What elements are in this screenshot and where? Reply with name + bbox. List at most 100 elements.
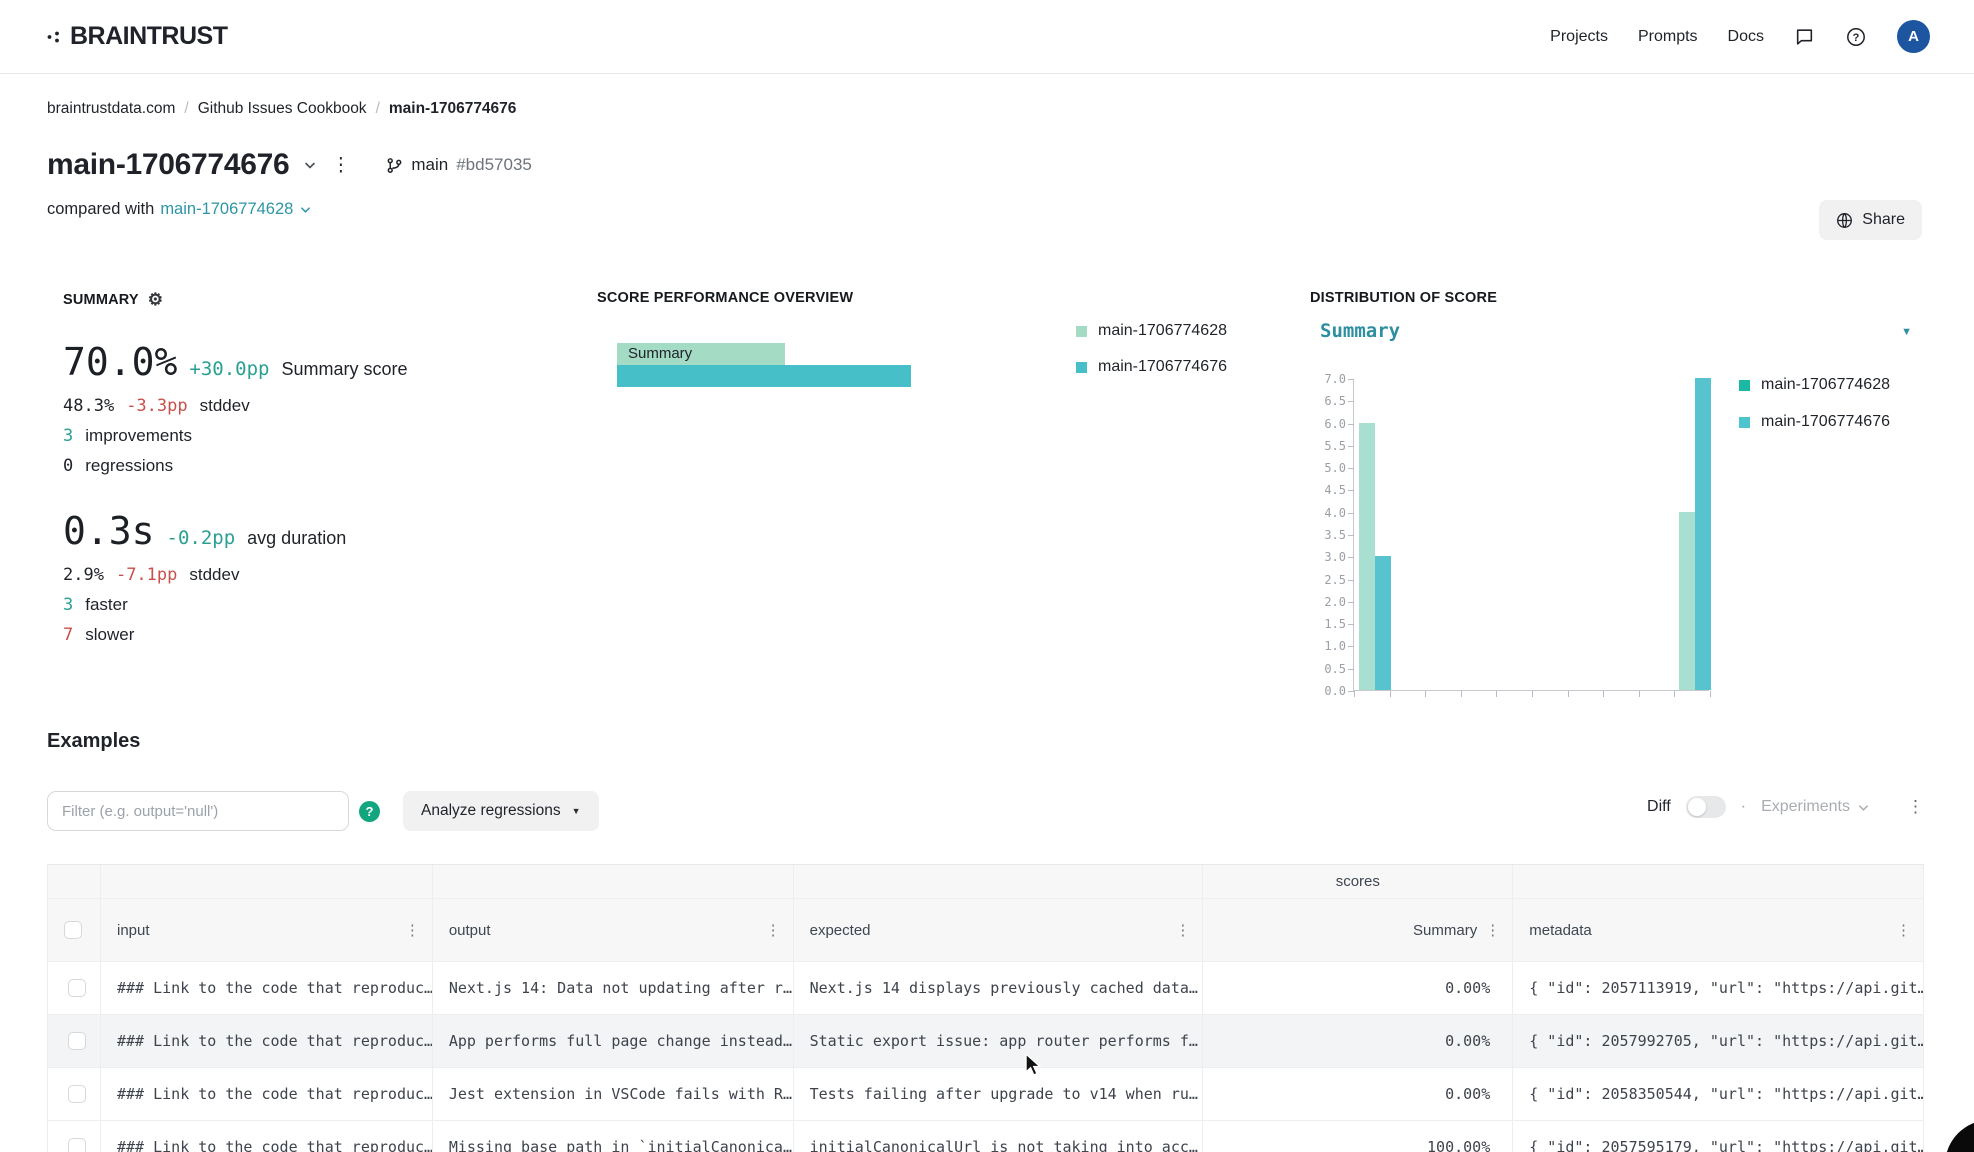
- row-checkbox[interactable]: [67, 1032, 86, 1050]
- duration-stddev-delta: -7.1pp: [115, 565, 178, 585]
- title-row: main-1706774676 ⋮ main #bd57035: [47, 148, 532, 182]
- row-checkbox[interactable]: [67, 1138, 86, 1152]
- column-menu-icon[interactable]: ⋮: [1485, 922, 1501, 939]
- histogram-bar[interactable]: [1374, 556, 1391, 690]
- column-menu-icon[interactable]: ⋮: [404, 922, 420, 939]
- feedback-chat-icon[interactable]: [1794, 26, 1815, 47]
- examples-table: scores input ⋮ output ⋮ expected ⋮ Summa…: [47, 864, 1925, 1152]
- title-chevron-down-icon[interactable]: [303, 158, 317, 172]
- legend-label: main-1706774676: [1098, 358, 1227, 375]
- cell-input[interactable]: ### Link to the code that reproduc…: [101, 962, 433, 1014]
- cell-input[interactable]: ### Link to the code that reproduc…: [101, 1068, 433, 1120]
- summary-panel: SUMMARY ⚙ 70.0% +30.0pp Summary score 48…: [63, 290, 543, 650]
- cell-metadata[interactable]: { "id": 2057595179, "url": "https://api.…: [1513, 1121, 1925, 1152]
- analyze-regressions-label: Analyze regressions: [421, 802, 561, 819]
- globe-icon: [1837, 212, 1853, 228]
- analyze-regressions-button[interactable]: Analyze regressions ▼: [403, 791, 599, 831]
- histogram-bar[interactable]: [1678, 511, 1695, 690]
- duration-label: avg duration: [247, 528, 347, 548]
- nav-link-projects[interactable]: Projects: [1550, 27, 1608, 45]
- column-header-input[interactable]: input: [116, 921, 150, 939]
- compared-with-chevron-icon[interactable]: [299, 203, 312, 216]
- nav-link-prompts[interactable]: Prompts: [1637, 27, 1698, 45]
- cell-score[interactable]: 0.00%: [1203, 962, 1514, 1014]
- compared-with-experiment[interactable]: main-1706774628: [160, 200, 294, 218]
- filter-help-icon[interactable]: ?: [359, 801, 380, 822]
- breadcrumb-project[interactable]: Github Issues Cookbook: [197, 100, 367, 117]
- column-menu-icon[interactable]: ⋮: [1175, 922, 1191, 939]
- score-bar-main-1706774676[interactable]: [617, 365, 911, 387]
- cell-metadata[interactable]: { "id": 2058350544, "url": "https://api.…: [1513, 1068, 1925, 1120]
- column-menu-icon[interactable]: ⋮: [1896, 922, 1912, 939]
- cell-expected[interactable]: Tests failing after upgrade to v14 when …: [794, 1068, 1204, 1120]
- cell-output[interactable]: Jest extension in VSCode fails with R…: [433, 1068, 794, 1120]
- row-checkbox[interactable]: [67, 979, 86, 997]
- chat-widget-bubble[interactable]: [1945, 1120, 1974, 1152]
- row-checkbox[interactable]: [67, 1085, 86, 1103]
- table-kebab-menu-icon[interactable]: ⋮: [1907, 797, 1924, 816]
- table-row[interactable]: ### Link to the code that reproduc… App …: [48, 1015, 1925, 1068]
- cell-input[interactable]: ### Link to the code that reproduc…: [101, 1121, 433, 1152]
- cell-expected[interactable]: initialCanonicalUrl is not taking into a…: [794, 1121, 1204, 1152]
- commit-hash[interactable]: #bd57035: [456, 155, 532, 174]
- avatar[interactable]: A: [1897, 20, 1930, 53]
- column-header-summary[interactable]: Summary: [1413, 921, 1478, 939]
- distribution-ylabels: 7.0 6.5 6.0 5.5 5.0 4.5 4.0 3.5 3.0 2.5 2.0 1.5 1.0 0…: [1324, 372, 1346, 698]
- cell-output[interactable]: App performs full page change instead…: [433, 1015, 794, 1067]
- cell-output[interactable]: Next.js 14: Data not updating after r…: [433, 962, 794, 1014]
- legend-swatch: [1739, 416, 1750, 428]
- column-header-metadata[interactable]: metadata: [1529, 921, 1592, 939]
- title-kebab-menu-icon[interactable]: ⋮: [331, 154, 351, 176]
- braintrust-logo-icon: [47, 31, 59, 42]
- table-row[interactable]: ### Link to the code that reproduc… Next…: [48, 962, 1925, 1015]
- braintrust-logo[interactable]: BRAINTRUST: [47, 22, 228, 51]
- score-overview-chart: Summary: [597, 336, 1257, 406]
- gear-icon[interactable]: ⚙: [147, 290, 164, 309]
- share-label: Share: [1862, 211, 1905, 228]
- legend-item: main-1706774676: [1739, 413, 1890, 431]
- filter-input[interactable]: [47, 791, 349, 831]
- histogram-bar[interactable]: [1694, 378, 1711, 690]
- summary-duration-block: 0.3s -0.2pp avg duration 2.9% -7.1pp std…: [63, 509, 543, 650]
- cell-score[interactable]: 0.00%: [1203, 1015, 1514, 1067]
- cell-metadata[interactable]: { "id": 2057992705, "url": "https://api.…: [1513, 1015, 1925, 1067]
- table-row[interactable]: ### Link to the code that reproduc… Miss…: [48, 1121, 1925, 1152]
- cell-expected[interactable]: Next.js 14 displays previously cached da…: [794, 962, 1204, 1014]
- legend-item: main-1706774628: [1076, 322, 1227, 340]
- summary-heading-row: SUMMARY ⚙: [63, 290, 543, 310]
- cell-expected[interactable]: Static export issue: app router performs…: [794, 1015, 1204, 1067]
- brand-text: BRAINTRUST: [70, 22, 228, 50]
- duration-stddev-value: 2.9%: [63, 565, 104, 585]
- table-row[interactable]: ### Link to the code that reproduc… Jest…: [48, 1068, 1925, 1121]
- distribution-metric-selector[interactable]: Summary: [1320, 320, 1401, 342]
- cell-score[interactable]: 0.00%: [1203, 1068, 1514, 1120]
- page-title: main-1706774676: [47, 148, 290, 181]
- cell-metadata[interactable]: { "id": 2057113919, "url": "https://api.…: [1513, 962, 1925, 1014]
- select-all-checkbox[interactable]: [64, 921, 82, 939]
- examples-heading: Examples: [47, 730, 141, 752]
- cell-output[interactable]: Missing base path in `initialCanonica…: [433, 1121, 794, 1152]
- column-header-output[interactable]: output: [448, 921, 491, 939]
- share-button[interactable]: Share: [1819, 200, 1922, 240]
- histogram-bar[interactable]: [1358, 422, 1375, 690]
- regressions-label: regressions: [85, 456, 174, 475]
- dot-separator: ·: [1740, 798, 1747, 815]
- nav-link-docs[interactable]: Docs: [1727, 27, 1764, 45]
- breadcrumb-org[interactable]: braintrustdata.com: [47, 100, 176, 117]
- column-header-expected[interactable]: expected: [809, 921, 871, 939]
- column-menu-icon[interactable]: ⋮: [765, 922, 781, 939]
- improvements-label: improvements: [85, 426, 193, 445]
- experiments-dropdown[interactable]: Experiments: [1761, 798, 1870, 816]
- breadcrumb-experiment[interactable]: main-1706774676: [388, 100, 517, 117]
- distribution-selector-caret-icon[interactable]: ▼: [1901, 326, 1912, 338]
- duration-stddev-label: stddev: [189, 565, 240, 584]
- score-bar-main-1706774628[interactable]: [617, 343, 785, 365]
- cell-input[interactable]: ### Link to the code that reproduc…: [101, 1015, 433, 1067]
- cell-score[interactable]: 100.00%: [1203, 1121, 1514, 1152]
- branch-name[interactable]: main: [411, 155, 449, 174]
- summary-score-value: 70.0%: [63, 340, 178, 384]
- mouse-cursor: [1025, 1053, 1042, 1076]
- diff-toggle[interactable]: [1685, 796, 1726, 818]
- help-icon[interactable]: ?: [1845, 26, 1867, 48]
- table-group-header-row: scores: [48, 865, 1924, 899]
